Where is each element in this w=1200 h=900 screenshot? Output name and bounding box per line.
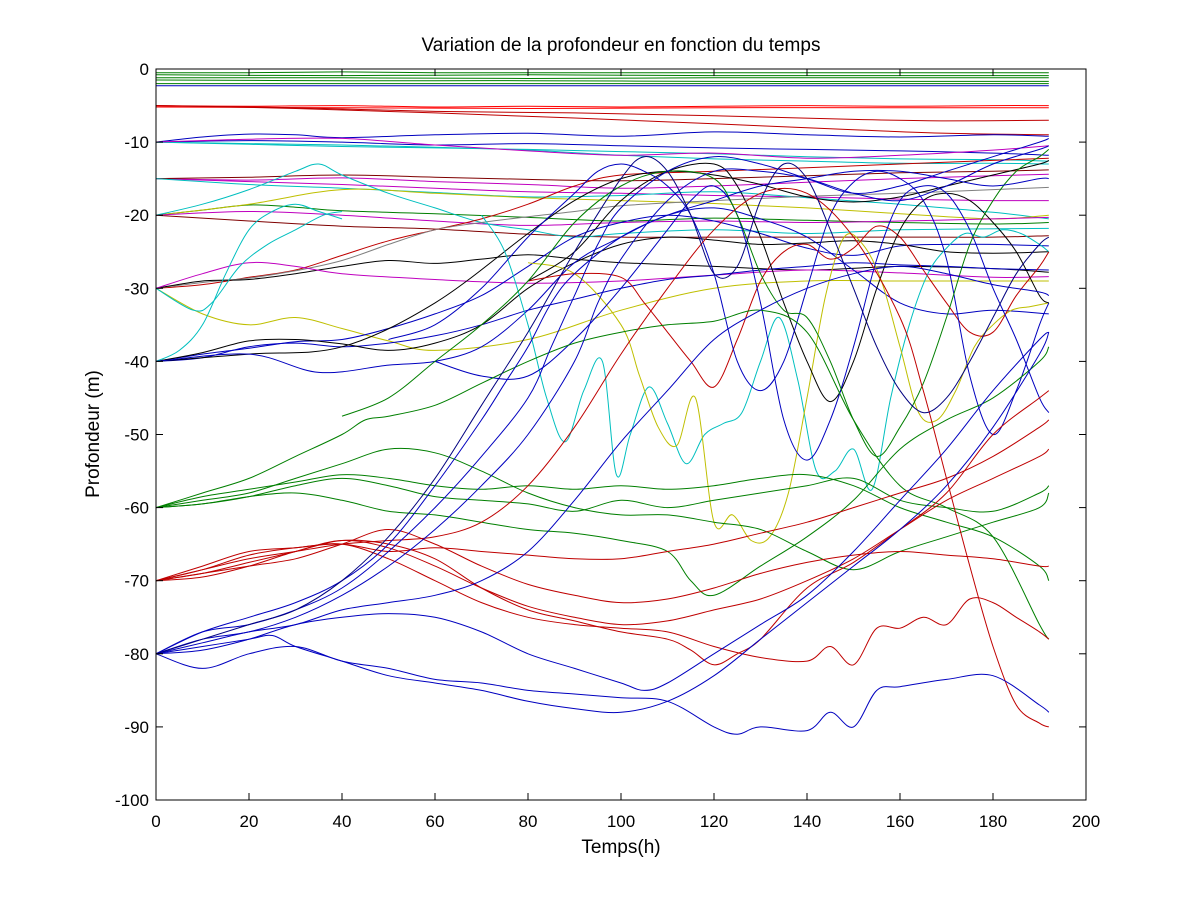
- series-line-29: [155, 279, 1049, 351]
- series-line-13: [155, 141, 1049, 162]
- y-tick-label: -20: [124, 206, 149, 225]
- series-layer: [155, 71, 1050, 735]
- x-tick-label: 160: [886, 812, 914, 831]
- series-line-49: [155, 419, 1050, 582]
- series-line-37: [481, 214, 1050, 491]
- series-line-46: [155, 477, 1050, 513]
- series-line-55: [155, 645, 1050, 735]
- series-line-41: [434, 185, 1050, 461]
- x-axis-label: Temps(h): [581, 837, 660, 858]
- series-line-9: [155, 105, 1049, 122]
- series-line-47: [155, 309, 1050, 640]
- x-tick-label: 0: [151, 812, 160, 831]
- y-tick-label: -40: [124, 352, 149, 371]
- chart-title: Variation de la profondeur en fonction d…: [422, 35, 821, 56]
- series-line-19: [155, 178, 1049, 220]
- x-tick-label: 200: [1072, 812, 1100, 831]
- series-line-22: [155, 214, 1049, 238]
- y-tick-label: -60: [124, 499, 149, 518]
- series-line-44: [155, 473, 1050, 581]
- series-line-17: [155, 173, 1049, 189]
- x-tick-label: 40: [333, 812, 352, 831]
- y-tick-label: -50: [124, 426, 149, 445]
- series-line-20: [155, 204, 1049, 225]
- series-line-27: [155, 254, 1049, 289]
- x-tick-label: 60: [426, 812, 445, 831]
- y-tick-label: 0: [140, 60, 149, 79]
- y-tick-label: -30: [124, 279, 149, 298]
- series-line-58: [155, 137, 1050, 655]
- y-axis-label: Profondeur (m): [83, 370, 104, 498]
- series-line-31: [155, 214, 1049, 362]
- axes-layer: 0 20 40 60 80 100 120 140 160 180 200 0 -10 -20 -30 -40…: [115, 60, 1100, 831]
- x-tick-label: 120: [700, 812, 728, 831]
- y-tick-label: -100: [115, 791, 149, 810]
- series-line-54: [155, 187, 1049, 728]
- y-tick-label: -80: [124, 645, 149, 664]
- series-line-7: [155, 105, 1049, 108]
- series-line-48: [155, 346, 1050, 597]
- series-line-35: [155, 159, 1050, 362]
- series-line-42: [388, 163, 1050, 436]
- series-line-43: [341, 149, 1050, 457]
- series-line-4: [155, 79, 1049, 82]
- series-line-39: [527, 225, 1050, 388]
- series-line-33: [155, 236, 1049, 362]
- x-tick-label: 100: [607, 812, 635, 831]
- series-line-3: [155, 77, 1049, 79]
- series-line-1: [155, 71, 1049, 74]
- series-line-50: [155, 529, 1049, 604]
- series-line-15: [155, 137, 1049, 159]
- x-tick-label: 80: [519, 812, 538, 831]
- series-line-12: [155, 140, 1049, 156]
- series-line-59: [155, 145, 1050, 655]
- x-tick-label: 140: [793, 812, 821, 831]
- series-line-28: [155, 261, 1049, 289]
- series-line-26: [155, 186, 1049, 289]
- y-tick-label: -10: [124, 133, 149, 152]
- series-line-52: [155, 390, 1050, 666]
- series-line-32: [155, 262, 1049, 362]
- series-line-45: [155, 447, 1050, 571]
- series-line-11: [155, 131, 1049, 143]
- series-line-8: [155, 106, 1049, 109]
- series-line-38: [527, 233, 1049, 544]
- series-line-56: [155, 332, 1050, 714]
- x-tick-label: 20: [240, 812, 259, 831]
- series-line-62: [155, 156, 1050, 655]
- series-line-60: [155, 169, 1049, 655]
- series-line-30: [155, 211, 343, 312]
- series-line-24: [155, 163, 1049, 238]
- series-line-61: [155, 265, 1050, 655]
- y-tick-label: -70: [124, 572, 149, 591]
- series-line-53: [155, 543, 1050, 666]
- series-line-25: [155, 157, 1049, 289]
- series-line-34: [155, 203, 343, 362]
- series-line-57: [155, 331, 1050, 691]
- series-line-16: [155, 178, 1049, 202]
- y-tick-label: -90: [124, 718, 149, 737]
- x-tick-label: 180: [979, 812, 1007, 831]
- series-line-2: [155, 74, 1049, 77]
- series-line-40: [527, 162, 1050, 403]
- series-line-10: [155, 105, 1049, 136]
